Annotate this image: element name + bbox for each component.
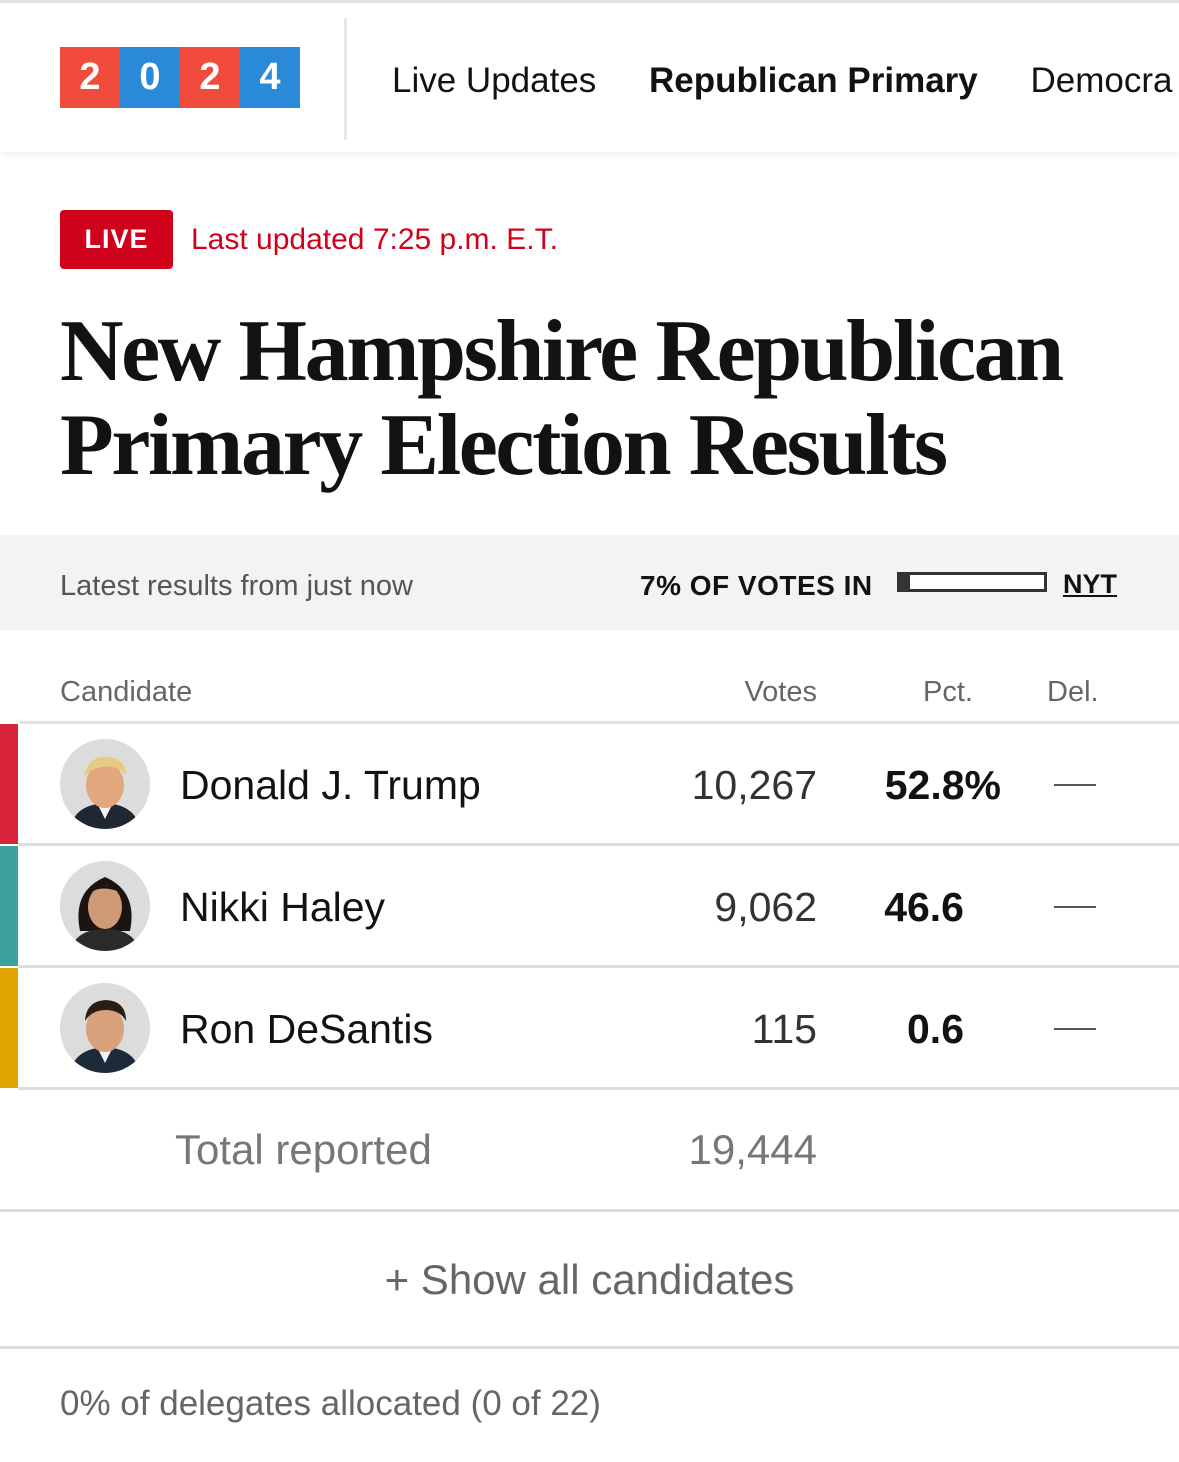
nav-links: Live Updates Republican Primary Democra (392, 59, 1179, 103)
column-header-votes[interactable]: Votes (744, 676, 817, 708)
total-votes: 19,444 (688, 1126, 817, 1173)
row-divider (0, 1209, 1179, 1212)
total-label: Total reported (175, 1126, 432, 1173)
logo-digit: 2 (180, 47, 240, 108)
candidate-name: Ron DeSantis (180, 1006, 433, 1052)
avatar (60, 861, 150, 951)
section-divider (0, 1346, 1179, 1349)
election-2024-logo[interactable]: 2 0 2 4 (60, 47, 300, 108)
nav-link-democratic-primary[interactable]: Democra (1030, 61, 1173, 100)
column-header-del[interactable]: Del. (1047, 676, 1099, 708)
party-color-bar (0, 846, 18, 966)
party-color-bar (0, 968, 18, 1088)
candidate-pct: 46.6 (884, 884, 964, 930)
latest-results-text: Latest results from just now (60, 570, 413, 602)
column-header-candidate[interactable]: Candidate (60, 676, 193, 708)
candidate-votes: 9,062 (714, 884, 817, 930)
delegates-allocated-text: 0% of delegates allocated (0 of 22) (60, 1384, 601, 1423)
nav-link-live-updates[interactable]: Live Updates (392, 61, 597, 100)
row-divider (18, 1087, 1179, 1090)
live-badge: LIVE (60, 210, 173, 269)
total-row: Total reported 19,444 (0, 1090, 1179, 1212)
logo-digit: 0 (120, 47, 180, 108)
page-title: New Hampshire Republican Primary Electio… (60, 303, 1064, 494)
source-link[interactable]: NYT (1063, 569, 1117, 599)
table-row: Nikki Haley 9,062 46.6 (0, 846, 1179, 968)
top-nav: 2 0 2 4 Live Updates Republican Primary … (0, 0, 1179, 152)
row-divider (18, 965, 1179, 968)
logo-digit: 4 (240, 47, 300, 108)
table-header-divider (20, 721, 1179, 724)
candidate-pct: 52.8% (884, 762, 1001, 808)
avatar (60, 983, 150, 1073)
party-color-bar (0, 724, 18, 844)
avatar (60, 739, 150, 829)
candidate-pct: 0.6 (907, 1006, 964, 1052)
show-all-candidates-button[interactable]: + Show all candidates (384, 1256, 795, 1303)
votes-in-progress-bar (897, 572, 1047, 592)
last-updated-text: Last updated 7:25 p.m. E.T. (191, 223, 558, 256)
candidate-votes: 115 (751, 1006, 817, 1052)
progress-fill (900, 575, 911, 589)
candidate-votes: 10,267 (691, 762, 817, 808)
candidate-delegates-dash (1054, 1028, 1096, 1030)
column-header-pct[interactable]: Pct. (923, 676, 973, 708)
logo-digit: 2 (60, 47, 120, 108)
votes-in-label: 7% OF VOTES IN (640, 570, 873, 601)
candidate-delegates-dash (1054, 906, 1096, 908)
nav-link-republican-primary[interactable]: Republican Primary (649, 61, 978, 100)
table-row: Donald J. Trump 10,267 52.8% (0, 724, 1179, 846)
table-row: Ron DeSantis 115 0.6 (0, 968, 1179, 1090)
candidate-name: Nikki Haley (180, 884, 386, 930)
candidate-delegates-dash (1054, 784, 1096, 786)
candidate-name: Donald J. Trump (180, 762, 481, 808)
nav-divider (344, 18, 347, 140)
row-divider (18, 843, 1179, 846)
